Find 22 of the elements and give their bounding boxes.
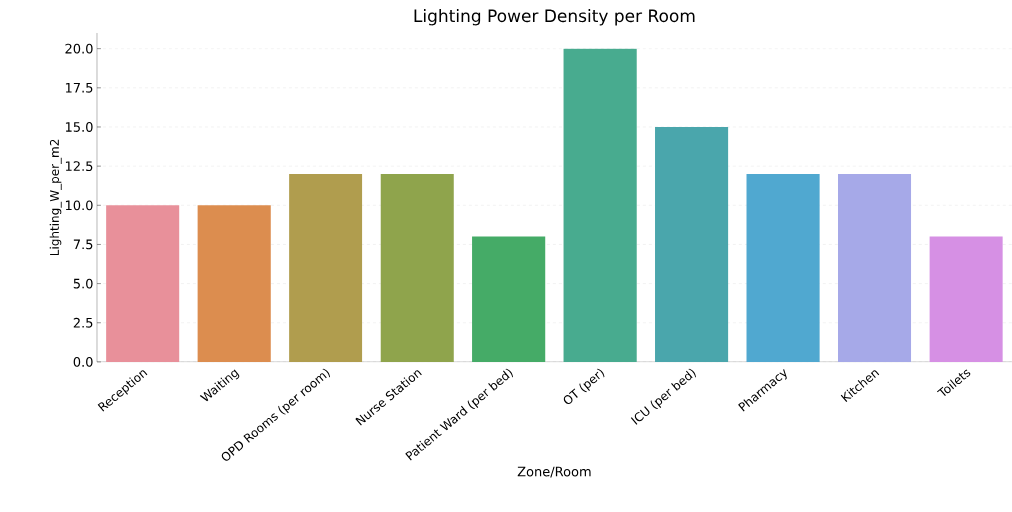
y-axis-title: Lighting_W_per_m2 (49, 139, 62, 256)
bar (837, 174, 912, 362)
bar (563, 48, 637, 362)
y-tick-label: 7.5 (73, 239, 93, 250)
y-tick-label: 0.0 (73, 357, 93, 367)
y-tick-label: 2.5 (73, 317, 93, 328)
bar (746, 174, 820, 362)
x-axis-title: Zone/Room (517, 466, 591, 478)
y-tick-label: 15.0 (65, 122, 93, 132)
y-tick-label: 10.0 (65, 200, 93, 211)
y-tick-label: 12.5 (65, 161, 93, 172)
bar (289, 174, 363, 362)
bar (106, 205, 180, 362)
y-tick-label: 17.5 (65, 83, 93, 93)
bar (472, 236, 546, 362)
bar (197, 205, 271, 362)
y-tick-label: 5.0 (73, 278, 93, 289)
y-tick-label: 20.0 (65, 43, 93, 54)
bar (929, 236, 1003, 362)
bar (655, 127, 729, 362)
bar (380, 174, 454, 362)
chart-title: Lighting Power Density per Room (414, 9, 695, 26)
